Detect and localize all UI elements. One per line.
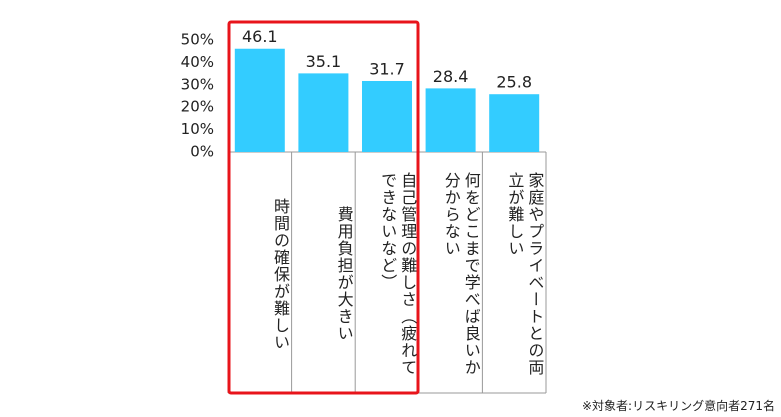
value-label: 25.8 (496, 73, 532, 92)
category-label: 時間の確保が難しい (271, 197, 290, 351)
y-tick-label: 30% (181, 75, 214, 93)
y-tick-label: 40% (181, 53, 214, 71)
highlight-box (227, 20, 420, 395)
bar (298, 73, 349, 152)
value-label: 31.7 (369, 59, 405, 78)
value-label: 28.4 (433, 67, 469, 86)
note: ※対象者:リスキリング意向者271名 (581, 399, 775, 413)
category-label: 何をどこまで学べば良いか 分からない (441, 172, 481, 376)
bar (489, 94, 540, 152)
bar (362, 80, 412, 152)
y-tick-label: 20% (181, 98, 214, 116)
y-tick-label: 50% (181, 31, 214, 49)
y-tick-label: 10% (181, 120, 214, 138)
bar (234, 48, 285, 152)
value-label: 46.1 (242, 27, 278, 46)
bar (425, 88, 476, 152)
category-label: 自己管理の難しさ（疲れて できないなど） (378, 172, 418, 376)
category-label: 費用負担が大きい (334, 206, 354, 342)
y-tick-label: 0% (190, 143, 214, 161)
value-label: 35.1 (306, 52, 342, 71)
category-label: 家庭やプライベートとの両 立が難しい (505, 172, 545, 376)
